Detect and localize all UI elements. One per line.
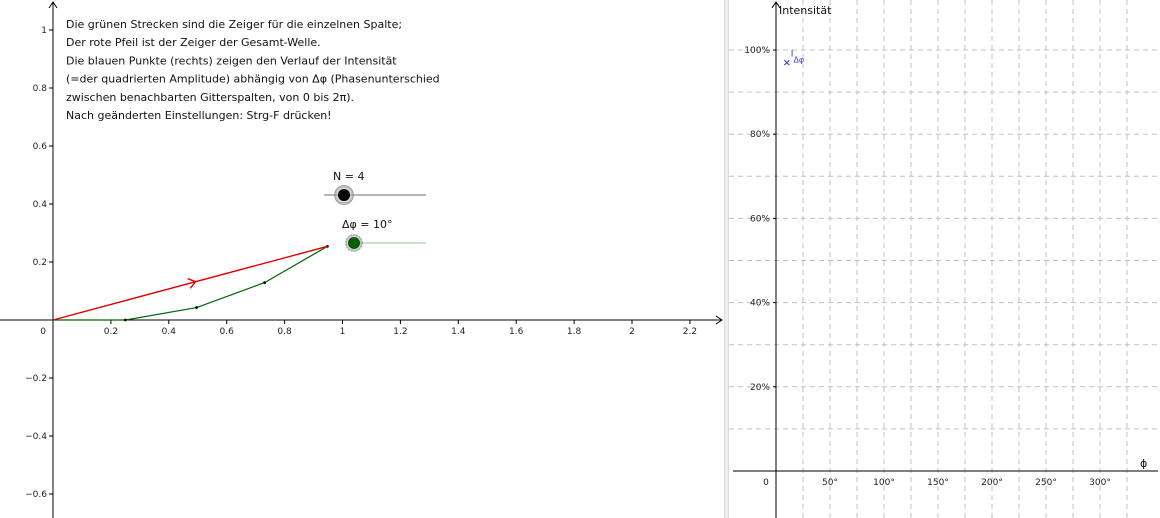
intensity-point-label: IΔφ	[791, 50, 804, 65]
info-text-line: Die grünen Strecken sind die Zeiger für …	[66, 18, 402, 31]
intensity-label-subscript: Δφ	[793, 56, 804, 65]
x-tick-label: 1	[340, 327, 346, 337]
phasor-vertex	[123, 318, 127, 322]
slider-dphi-knob[interactable]	[348, 237, 360, 249]
y-tick-label: 1	[41, 26, 47, 36]
info-text-line: Nach geänderten Einstellungen: Strg-F dr…	[66, 109, 332, 122]
x-tick-label: 0.4	[162, 327, 177, 337]
x-tick-label: 250°	[1035, 478, 1057, 488]
x-tick-label: 0.2	[104, 327, 118, 337]
y-tick-label: 0.2	[33, 258, 47, 268]
view-divider[interactable]	[724, 0, 729, 518]
slider-dphi-label: Δφ = 10°	[342, 218, 393, 231]
x-tick-label: 1.4	[451, 327, 466, 337]
x-tick-label: 50°	[822, 478, 838, 488]
resultant-arrow	[52, 245, 328, 321]
y-tick-label: 0.8	[33, 84, 48, 94]
phasor-segment	[196, 282, 265, 309]
y-axis-label: Intensität	[779, 4, 832, 17]
info-text-line: Die blauen Punkte (rechts) zeigen den Ve…	[66, 54, 397, 67]
y-tick-label: 0.6	[33, 142, 48, 152]
y-tick-label: 0.4	[33, 200, 48, 210]
y-tick-label: 80%	[750, 130, 770, 140]
slider-n-knob[interactable]	[338, 189, 350, 201]
y-tick-label: 20%	[750, 383, 770, 393]
x-tick-label: 1.2	[393, 327, 407, 337]
y-axis-arrow	[48, 1, 58, 9]
y-tick-label: 100%	[744, 46, 770, 56]
info-text-line: Der rote Pfeil ist der Zeiger der Gesamt…	[66, 36, 321, 49]
x-tick-label: 1.8	[567, 327, 582, 337]
intensity-graphics-view[interactable]: 0 50° 100° 150° 200° 250° 300° 20% 40% 60% 80% 100%…	[729, 0, 1160, 518]
x-tick-label: 300°	[1089, 478, 1111, 488]
x-axis-label: ϕ	[1140, 457, 1147, 470]
phasor-vertex	[263, 281, 267, 284]
phasor-vertex	[195, 306, 198, 309]
y-axis-arrow	[771, 1, 781, 9]
slider-n-label: N = 4	[333, 170, 364, 183]
intensity-label-main: I	[791, 50, 794, 60]
origin-label: 0	[40, 327, 46, 337]
x-axis-arrow	[715, 315, 723, 325]
x-tick-label: 1.6	[509, 327, 524, 337]
phasor-graphics-view[interactable]: 0.2 0.4 0.6 0.8 1 1.2 1.4 1.6 1.8 2 2.2 −0.6 −0.4 −0.…	[0, 0, 724, 518]
info-text-line: zwischen benachbarten Gitterspalten, von…	[66, 91, 354, 104]
phasor-segment	[125, 306, 197, 321]
y-tick-label: 40%	[750, 299, 770, 309]
x-tick-label: 0.8	[277, 327, 292, 337]
x-tick-label: 200°	[981, 478, 1003, 488]
intensity-point	[783, 59, 790, 66]
y-tick-label: −0.6	[25, 490, 47, 500]
x-tick-label: 2.2	[683, 327, 697, 337]
x-tick-label: 0.6	[220, 327, 235, 337]
phasor-segment	[264, 245, 328, 284]
x-tick-label: 100°	[873, 478, 895, 488]
y-tick-label: −0.2	[25, 374, 47, 384]
x-tick-label: 2	[629, 327, 635, 337]
y-tick-label: 60%	[750, 214, 770, 224]
x-tick-label: 0	[763, 478, 769, 488]
resultant-arrow-head	[187, 278, 197, 289]
x-tick-label: 150°	[927, 478, 949, 488]
y-tick-label: −0.4	[25, 432, 47, 442]
info-text-line: (=der quadrierten Amplitude) abhängig vo…	[66, 73, 440, 86]
